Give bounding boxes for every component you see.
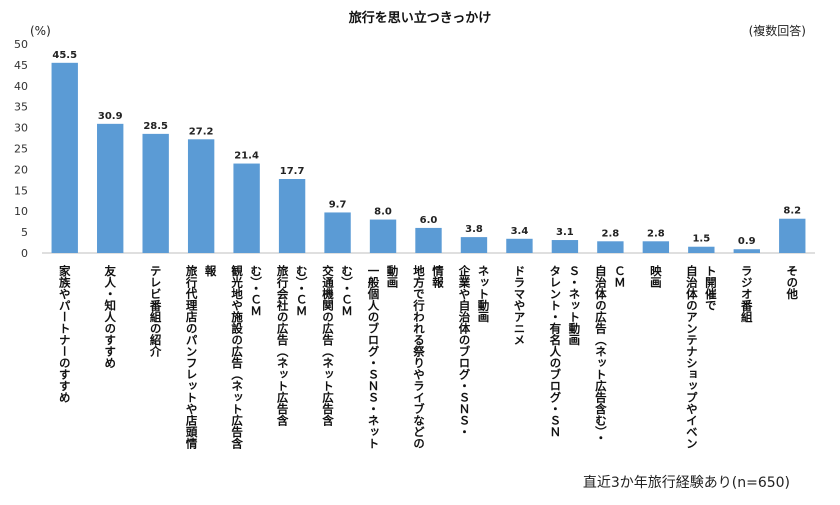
category-label: む）・ＣＭ: [295, 265, 309, 317]
data-label: 21.4: [234, 151, 259, 162]
category-label: 交通機関の広告（ネット広告含: [321, 264, 335, 427]
category-label: タレント・有名人のブログ・ＳＮ: [548, 265, 562, 438]
data-label: 30.9: [98, 111, 123, 122]
category-label: ネット動画: [476, 265, 490, 323]
data-label: 1.5: [692, 234, 710, 245]
category-label: 自治体の広告（ネット広告含む）・: [594, 264, 608, 443]
data-label: 8.0: [374, 207, 392, 218]
bar: [324, 212, 351, 253]
data-label: 3.1: [556, 227, 574, 238]
data-label: 3.4: [511, 226, 529, 237]
y-tick-label: 50: [14, 38, 28, 51]
x-axis: 家族やパートナーのすすめ 友人・知人のすすめ テレビ番組の紹介 旅行代理店のパンフレッ…: [58, 264, 800, 450]
bar: [369, 219, 397, 253]
data-label: 27.2: [189, 126, 214, 137]
category-label: 友人・知人のすすめ: [103, 264, 117, 368]
bar: [142, 133, 169, 253]
bar: [551, 240, 579, 253]
data-label: 17.7: [280, 166, 305, 177]
category-label: ＣＭ: [613, 265, 627, 288]
data-label: 0.9: [738, 236, 756, 247]
bar: [460, 237, 488, 253]
y-tick-label: 20: [14, 163, 28, 176]
category-label: その他: [785, 265, 799, 300]
data-label: 45.5: [52, 50, 77, 61]
category-label: 一般個人のブログ・ＳＮＳ・ネット: [367, 265, 381, 449]
y-tick-label: 0: [21, 247, 28, 260]
category-label: 情報: [431, 264, 445, 289]
category-label: ドラマやアニメ: [512, 265, 526, 346]
bar: [642, 241, 670, 253]
category-label: 家族やパートナーのすすめ: [58, 264, 72, 403]
data-label: 3.8: [465, 224, 483, 235]
y-axis-unit: (%): [30, 24, 51, 38]
y-tick-label: 5: [21, 226, 28, 239]
category-label: 地方で行われる祭りやライブなどの: [412, 264, 426, 449]
category-label: Ｓ・ネット動画: [567, 265, 581, 346]
category-label: 旅行会社の広告（ネット広告含: [276, 264, 290, 427]
y-tick-label: 25: [14, 143, 28, 156]
category-label: む）・ＣＭ: [340, 265, 354, 317]
category-label: ラジオ番組: [740, 265, 754, 323]
category-label: 旅行代理店のパンフレットや店頭情: [185, 264, 199, 450]
category-label: 企業や自治体のブログ・ＳＮＳ・: [457, 264, 471, 437]
chart-title: 旅行を思い立つきっかけ: [349, 10, 491, 26]
y-tick-label: 45: [14, 59, 28, 72]
bar: [733, 249, 760, 253]
category-label: 動画: [386, 264, 400, 289]
category-label: む）・ＣＭ: [249, 265, 263, 317]
bar: [233, 163, 260, 253]
bar: [779, 218, 806, 253]
data-label: 2.8: [602, 228, 620, 239]
category-label: 報: [204, 264, 218, 277]
category-label: テレビ番組の紹介: [149, 265, 163, 357]
y-tick-label: 10: [14, 205, 28, 218]
y-axis: 0 5 10 15 20 25 30 35 40 45 50: [14, 38, 815, 260]
bar: [51, 62, 78, 254]
bar: [506, 238, 533, 253]
category-label: 自治体のアンテナショップやイベン: [685, 264, 699, 449]
bar: [688, 246, 715, 253]
data-label: 9.7: [329, 199, 347, 210]
sample-note: 直近3か年旅行経験あり(n=650): [583, 474, 790, 491]
y-tick-label: 15: [14, 184, 28, 197]
bar: [597, 241, 624, 253]
y-tick-label: 35: [14, 101, 28, 114]
bars: 45.5 30.9 28.5 27.2 21.4 17.7 9.7 8.0 6.0 3.8 3.4 3…: [51, 50, 806, 254]
bar: [187, 139, 215, 253]
bar: [97, 123, 124, 253]
category-label: 観光地や施設の広告（ネット広告含: [230, 264, 244, 450]
y-tick-label: 30: [14, 122, 28, 135]
data-label: 8.2: [783, 206, 801, 217]
data-label: 6.0: [420, 215, 438, 226]
data-label: 2.8: [647, 228, 665, 239]
bar: [415, 227, 442, 253]
bar: [278, 179, 306, 253]
y-tick-label: 40: [14, 80, 28, 93]
category-label: 映画: [649, 264, 663, 289]
chart-note: (複数回答): [749, 23, 806, 38]
data-label: 28.5: [143, 121, 168, 132]
category-label: ト開催で: [704, 265, 718, 311]
